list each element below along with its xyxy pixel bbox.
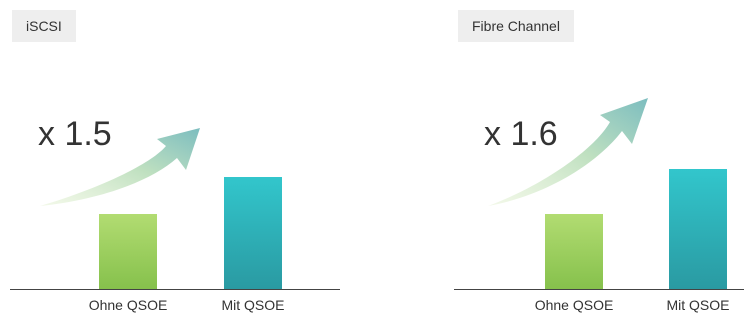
growth-arrow-icon xyxy=(40,128,200,206)
x-tick-label-ohne: Ohne QSOE xyxy=(534,297,614,313)
speedup-label: x 1.6 xyxy=(484,115,558,153)
x-tick-label-mit: Mit QSOE xyxy=(666,297,730,313)
bar-ohne-qsoe xyxy=(545,214,603,289)
bar-mit-qsoe xyxy=(224,176,282,289)
x-tick-label-ohne: Ohne QSOE xyxy=(88,297,168,313)
x-axis-line xyxy=(10,289,340,290)
bar-mit-qsoe xyxy=(669,169,727,289)
bar-ohne-qsoe xyxy=(99,214,157,289)
chart-fibre-channel: Fibre Channel x 1.6 Ohne QSOE Mit QSOE xyxy=(372,0,744,320)
x-axis-line xyxy=(454,289,744,290)
chart-tag: iSCSI xyxy=(12,10,76,42)
x-tick-label-mit: Mit QSOE xyxy=(221,297,285,313)
speedup-label: x 1.5 xyxy=(38,115,112,153)
chart-tag: Fibre Channel xyxy=(458,10,574,42)
chart-iscsi: iSCSI x 1.5 Ohne QSOE Mit QSOE xyxy=(10,10,340,313)
